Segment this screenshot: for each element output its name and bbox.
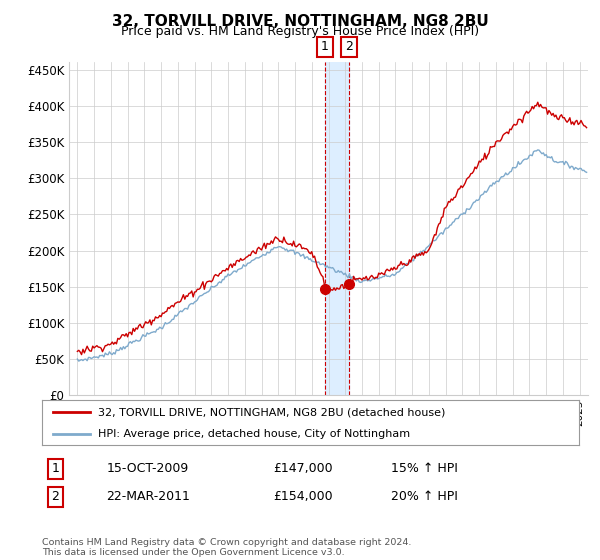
Text: 15% ↑ HPI: 15% ↑ HPI [391, 462, 458, 475]
Text: £147,000: £147,000 [273, 462, 332, 475]
Text: HPI: Average price, detached house, City of Nottingham: HPI: Average price, detached house, City… [98, 429, 410, 439]
Text: Contains HM Land Registry data © Crown copyright and database right 2024.
This d: Contains HM Land Registry data © Crown c… [42, 538, 412, 557]
Text: 1: 1 [321, 40, 329, 53]
Text: 2: 2 [52, 490, 59, 503]
Text: 32, TORVILL DRIVE, NOTTINGHAM, NG8 2BU: 32, TORVILL DRIVE, NOTTINGHAM, NG8 2BU [112, 14, 488, 29]
Bar [325, 62, 349, 395]
Text: 15-OCT-2009: 15-OCT-2009 [106, 462, 188, 475]
Text: 20% ↑ HPI: 20% ↑ HPI [391, 490, 458, 503]
Text: 2: 2 [345, 40, 353, 53]
Text: 22-MAR-2011: 22-MAR-2011 [106, 490, 190, 503]
Text: 1: 1 [52, 462, 59, 475]
Text: 32, TORVILL DRIVE, NOTTINGHAM, NG8 2BU (detached house): 32, TORVILL DRIVE, NOTTINGHAM, NG8 2BU (… [98, 408, 446, 418]
Text: Price paid vs. HM Land Registry's House Price Index (HPI): Price paid vs. HM Land Registry's House … [121, 25, 479, 38]
Text: £154,000: £154,000 [273, 490, 332, 503]
